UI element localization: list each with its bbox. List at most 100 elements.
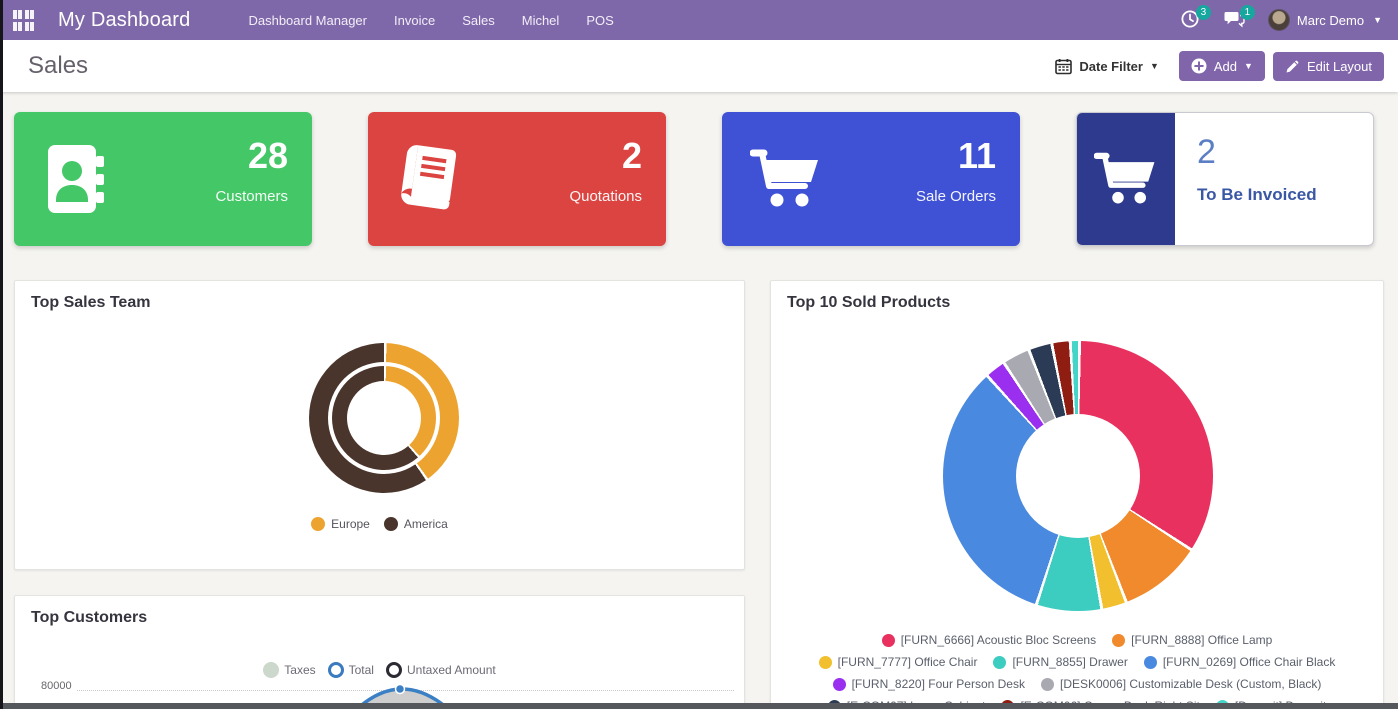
legend-item[interactable]: [FURN_8855] Drawer <box>993 655 1128 669</box>
sales-team-legend: Europe America <box>15 517 744 531</box>
legend-dot <box>263 662 280 678</box>
kpi-card-to-be-invoiced[interactable]: 2 To Be Invoiced <box>1076 112 1374 246</box>
legend-item[interactable]: Total <box>327 662 374 678</box>
legend-label: America <box>403 517 448 531</box>
cart-icon <box>1094 151 1158 207</box>
user-name: Marc Demo <box>1296 12 1365 28</box>
user-menu[interactable]: Marc Demo ▼ <box>1267 9 1382 31</box>
plus-circle-icon <box>1191 58 1207 74</box>
topbar-menu-item[interactable]: Sales <box>462 12 495 28</box>
kpi-value: 2 <box>621 135 642 176</box>
pencil-icon <box>1285 59 1300 74</box>
topbar-right: 3 1 Marc Demo ▼ <box>1180 5 1382 31</box>
products-legend: [FURN_6666] Acoustic Bloc Screens [FURN_… <box>794 629 1360 709</box>
app-title[interactable]: My Dashboard <box>58 8 191 31</box>
kpi-card-sale-orders[interactable]: 11 Sale Orders <box>722 112 1020 246</box>
chevron-down-icon: ▼ <box>1149 61 1159 71</box>
legend-dot <box>311 517 326 531</box>
total-peak-point <box>394 683 406 695</box>
legend-item[interactable]: [FURN_6666] Acoustic Bloc Screens <box>881 633 1097 647</box>
user-avatar <box>1267 9 1290 31</box>
kpi-cards-row: 28 Customers 2 Quotations 11 Sale Orders… <box>14 112 1374 246</box>
legend-item[interactable]: America <box>383 517 448 531</box>
legend-dot <box>818 655 832 669</box>
topbar-menu-item[interactable]: POS <box>586 12 614 28</box>
apps-menu-icon[interactable] <box>13 9 34 31</box>
calendar-icon <box>1055 58 1073 75</box>
customers-area-chart[interactable] <box>15 596 745 709</box>
legend-dot <box>385 662 402 678</box>
panel-title: Top Customers <box>31 609 148 626</box>
legend-item[interactable]: [FURN_7777] Office Chair <box>818 655 978 669</box>
legend-item[interactable]: Untaxed Amount <box>385 662 496 678</box>
legend-label: [FURN_7777] Office Chair <box>837 655 978 669</box>
legend-item[interactable]: [DESK0006] Customizable Desk (Custom, Bl… <box>1040 677 1322 691</box>
legend-label: [FURN_6666] Acoustic Bloc Screens <box>900 633 1097 647</box>
clock-icon <box>1180 9 1202 29</box>
kpi-card-quotations[interactable]: 2 Quotations <box>368 112 666 246</box>
panel-top-sales-team: Top Sales Team Europe America <box>14 280 745 570</box>
legend-dot <box>993 655 1007 669</box>
topbar-menu: Dashboard Manager Invoice Sales Michel POS <box>248 13 613 28</box>
kpi-card-customers[interactable]: 28 Customers <box>14 112 312 246</box>
date-filter-button[interactable]: Date Filter ▼ <box>1043 50 1171 82</box>
kpi-icon-panel <box>1077 113 1175 245</box>
legend-item[interactable]: [FURN_8220] Four Person Desk <box>832 677 1025 691</box>
legend-label: Taxes <box>284 663 316 677</box>
kpi-label: Quotations <box>569 188 642 205</box>
messages-badge: 1 <box>1239 5 1255 20</box>
legend-dot <box>1040 677 1054 691</box>
topbar: My Dashboard Dashboard Manager Invoice Sal… <box>0 0 1398 40</box>
legend-label: Total <box>348 663 374 677</box>
panel-title: Top Sales Team <box>31 294 151 311</box>
topbar-menu-item[interactable]: Dashboard Manager <box>248 12 367 28</box>
legend-dot <box>327 662 344 678</box>
legend-item[interactable]: [FURN_8888] Office Lamp <box>1112 633 1272 647</box>
legend-dot <box>1112 633 1126 647</box>
panel-top-products: Top 10 Sold Products [FURN_6666] Acousti… <box>770 280 1384 709</box>
legend-label: [DESK0006] Customizable Desk (Custom, Bl… <box>1059 677 1322 691</box>
legend-dot <box>383 517 398 531</box>
kpi-label: To Be Invoiced <box>1197 185 1317 204</box>
sales-team-donut-chart[interactable] <box>309 343 459 493</box>
add-button[interactable]: Add ▼ <box>1178 51 1265 81</box>
address-book-icon <box>42 142 108 216</box>
legend-label: [FURN_8888] Office Lamp <box>1131 633 1273 647</box>
legend-dot <box>1143 655 1157 669</box>
dashboard-content: 28 Customers 2 Quotations 11 Sale Orders… <box>0 92 1398 709</box>
legend-label: [FURN_8855] Drawer <box>1012 655 1128 669</box>
legend-label: Untaxed Amount <box>406 663 496 677</box>
customers-legend: Taxes Total Untaxed Amount <box>15 662 744 678</box>
legend-label: Europe <box>331 517 370 531</box>
topbar-menu-item[interactable]: Invoice <box>394 12 436 28</box>
page-title: Sales <box>28 52 89 79</box>
kpi-value: 28 <box>247 135 288 176</box>
y-axis-tick: 80000 <box>41 680 72 692</box>
chevron-down-icon: ▼ <box>1373 15 1382 25</box>
legend-item[interactable]: [FURN_0269] Office Chair Black <box>1143 655 1336 669</box>
legend-label: [FURN_0269] Office Chair Black <box>1162 655 1336 669</box>
legend-dot <box>832 677 846 691</box>
panel-title: Top 10 Sold Products <box>787 294 951 311</box>
book-icon <box>396 143 462 215</box>
header-actions: Date Filter ▼ Add ▼ Edit Layout <box>1043 50 1384 82</box>
legend-dot <box>881 633 895 647</box>
kpi-value: 11 <box>957 135 996 176</box>
edit-layout-button[interactable]: Edit Layout <box>1272 51 1384 81</box>
activities-button[interactable]: 3 <box>1180 5 1211 31</box>
kpi-label: Customers <box>215 188 288 205</box>
panel-top-customers: Top Customers Taxes Total Untaxed Amount… <box>14 595 745 709</box>
left-window-edge <box>0 0 3 709</box>
kpi-value: 2 <box>1197 133 1216 171</box>
kpi-label: Sale Orders <box>915 188 996 205</box>
products-donut-chart[interactable] <box>943 341 1213 611</box>
activities-badge: 3 <box>1195 5 1211 20</box>
page-header: Sales Date Filter ▼ Add ▼ Edit Layout <box>0 40 1398 92</box>
bottom-window-edge <box>0 703 1398 709</box>
legend-item[interactable]: Europe <box>311 517 370 531</box>
cart-icon <box>750 148 822 210</box>
legend-item[interactable]: Taxes <box>263 662 316 678</box>
messages-button[interactable]: 1 <box>1224 5 1255 31</box>
topbar-menu-item[interactable]: Michel <box>521 12 560 28</box>
chevron-down-icon: ▼ <box>1244 61 1253 71</box>
